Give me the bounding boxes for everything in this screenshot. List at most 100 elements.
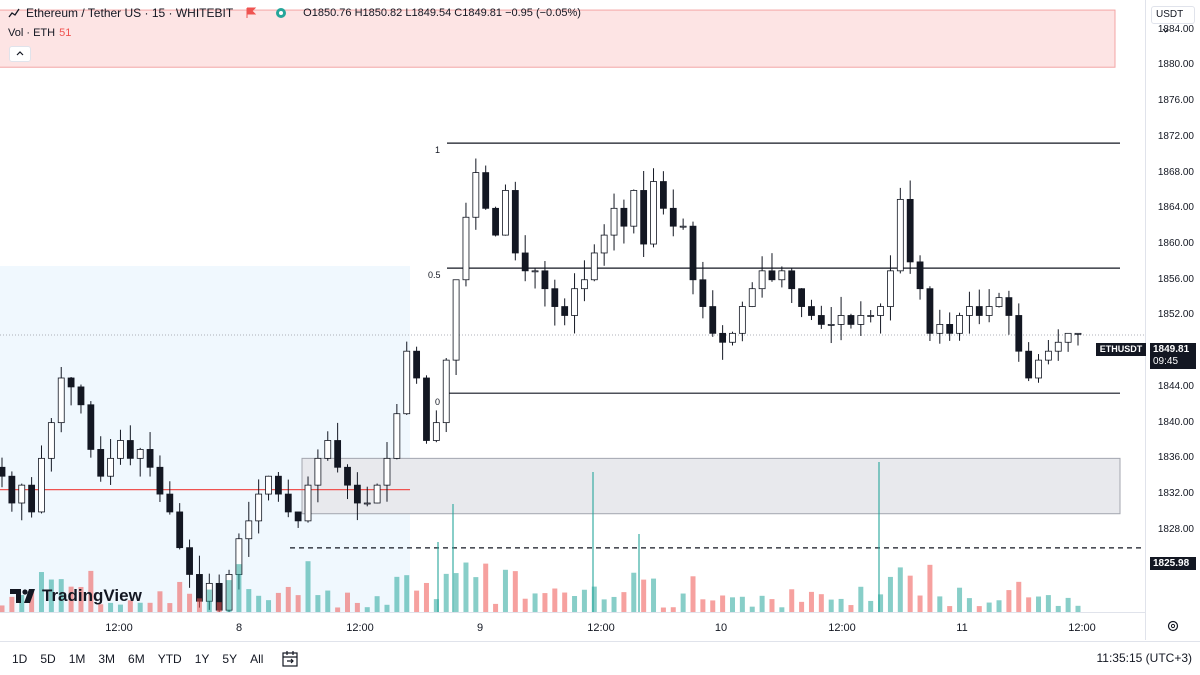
eye-icon[interactable] [275,7,287,19]
date-range-highlight [0,266,410,612]
last-price-value: 1849.81 [1153,344,1190,355]
volume-bar [187,593,193,612]
volume-bar [196,598,202,612]
candle-body [304,484,312,522]
volume-bar [473,577,479,612]
volume-bar [621,592,627,612]
candle-body [679,225,687,228]
time-tick-label: 12:00 [346,622,374,634]
chart-style-icon[interactable] [8,7,20,19]
price-scale[interactable]: 1884.00 1880.00 1876.00 1872.00 1868.00 1864.… [1145,0,1200,640]
candle-body [442,359,450,424]
flag-icon[interactable] [245,7,257,19]
resistance-zone [0,9,1116,68]
calendar-goto-icon[interactable] [281,650,299,668]
candle-body [719,332,727,343]
time-tick-label: 11 [956,622,968,634]
candle-body [867,315,875,317]
time-scale[interactable]: 12:00 8 12:00 9 12:00 10 12:00 11 12:00 [0,612,1145,640]
volume-bar [966,598,972,612]
candle-body [966,306,973,316]
volume-bar [542,593,548,612]
volume-bar [868,600,874,612]
volume-bar [818,594,824,612]
volume-bar [335,607,341,612]
candle-body [482,172,490,209]
range-3m[interactable]: 3M [98,651,116,666]
time-tick-label: 10 [714,622,728,634]
range-5d[interactable]: 5D [40,651,56,666]
volume-bar [858,586,864,612]
tradingview-logo[interactable]: TradingView [10,586,142,606]
volume-bar [710,600,716,612]
volume-bar [591,586,597,612]
chevron-up-icon [16,51,24,56]
volume-bar [414,590,420,612]
price-chart[interactable] [0,0,1145,612]
candle-body [28,484,36,513]
candle-body [255,493,263,522]
settings-icon[interactable] [1166,619,1180,633]
volume-bar [1006,590,1012,612]
volume-bar [638,534,640,612]
range-1d[interactable]: 1D [12,651,28,666]
volume-bar [680,593,686,612]
candle-body [768,270,776,281]
volume-bar [878,594,884,612]
volume-bar [68,586,74,612]
volume-bar [690,576,696,612]
volume-bar [453,573,459,612]
candle-body [975,306,983,316]
high-value: H1850.82 [354,7,403,19]
price-tick-label: 1852.00 [1157,309,1194,321]
bar-countdown: 09:45 [1153,356,1179,367]
candle-body [758,270,766,290]
volume-bar [1026,597,1032,612]
volume-bar [315,595,321,612]
candle-body [1054,341,1062,352]
volume-bar [325,590,331,612]
candle-body [600,234,608,254]
collapse-legend-button[interactable] [9,46,31,62]
fib-label-0: 0 [435,397,441,407]
price-tick-label: 1856.00 [1157,273,1194,285]
volume-bar [216,602,222,612]
candle-body [590,252,598,281]
candle-body [798,288,805,307]
range-ytd[interactable]: YTD [157,651,182,666]
volume-bar [1045,595,1051,612]
range-1y[interactable]: 1Y [194,651,210,666]
candle-body [620,207,628,227]
candle-body [896,198,904,272]
volume-bar [1075,605,1081,612]
chart-pane[interactable]: Ethereum / Tether US · 15 · WHITEBIT O18… [0,0,1145,640]
volume-bar [641,579,647,612]
volume-bar [808,591,814,612]
candle-body [423,377,430,441]
candle-body [531,270,539,273]
price-tick-label: 1884.00 [1157,23,1194,35]
volume-bar [937,596,943,612]
volume-bar [562,592,568,612]
candle-body [748,288,756,307]
candle-body [107,457,114,477]
candle-body [403,350,411,415]
candle-body [353,484,361,504]
currency-select[interactable]: USDT [1151,6,1195,33]
volume-bar [38,572,44,612]
range-6m[interactable]: 6M [128,651,145,666]
time-tick-label: 9 [476,622,484,634]
utc-clock[interactable]: 11:35:15 (UTC+3) [1096,651,1193,665]
symbol-title[interactable]: Ethereum / Tether US · 15 · WHITEBIT [26,6,234,20]
range-1m[interactable]: 1M [68,651,86,666]
volume-bar [157,591,163,612]
candle-body [887,270,894,307]
volume-bar [917,595,923,612]
candle-body [689,225,697,281]
candle-body [47,422,55,459]
time-tick-label: 12:00 [587,622,615,634]
candle-body [1035,359,1042,379]
volume-bar [887,576,893,612]
range-all[interactable]: All [250,651,264,666]
range-5y[interactable]: 5Y [222,651,238,666]
